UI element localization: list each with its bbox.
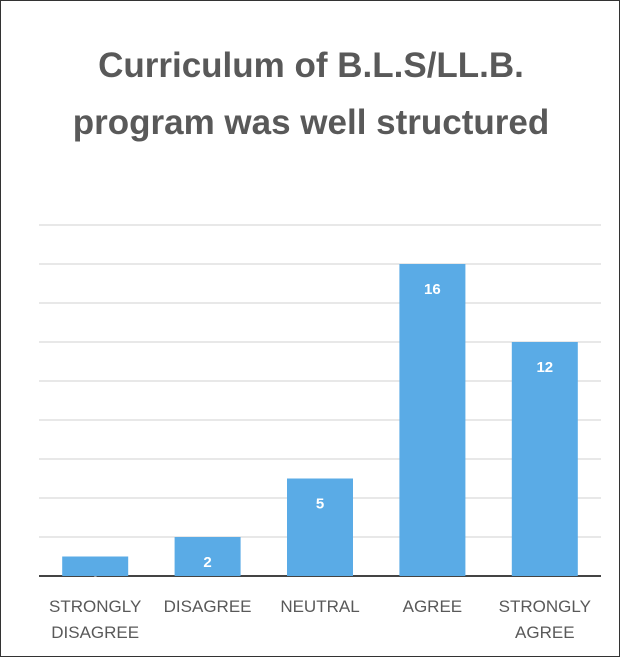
x-tick-label: DISAGREE — [163, 597, 252, 616]
data-label: 5 — [316, 495, 324, 512]
data-label: 1 — [91, 573, 99, 590]
data-label: 2 — [203, 554, 211, 571]
x-tick-label: AGREE — [402, 597, 463, 616]
bar — [399, 264, 466, 576]
bar — [511, 342, 578, 576]
data-label: 12 — [536, 359, 553, 376]
bar — [287, 478, 353, 576]
bar — [62, 556, 129, 576]
data-label: 16 — [424, 281, 441, 298]
chart-title: Curriculum of B.L.S/LL.B. program was we… — [72, 46, 550, 142]
x-tick-label: STRONGLY DISAGREE — [49, 597, 142, 642]
x-tick-label: STRONGLY AGREE — [498, 597, 591, 642]
x-tick-label: NEUTRAL — [280, 597, 360, 616]
bar — [174, 537, 241, 576]
